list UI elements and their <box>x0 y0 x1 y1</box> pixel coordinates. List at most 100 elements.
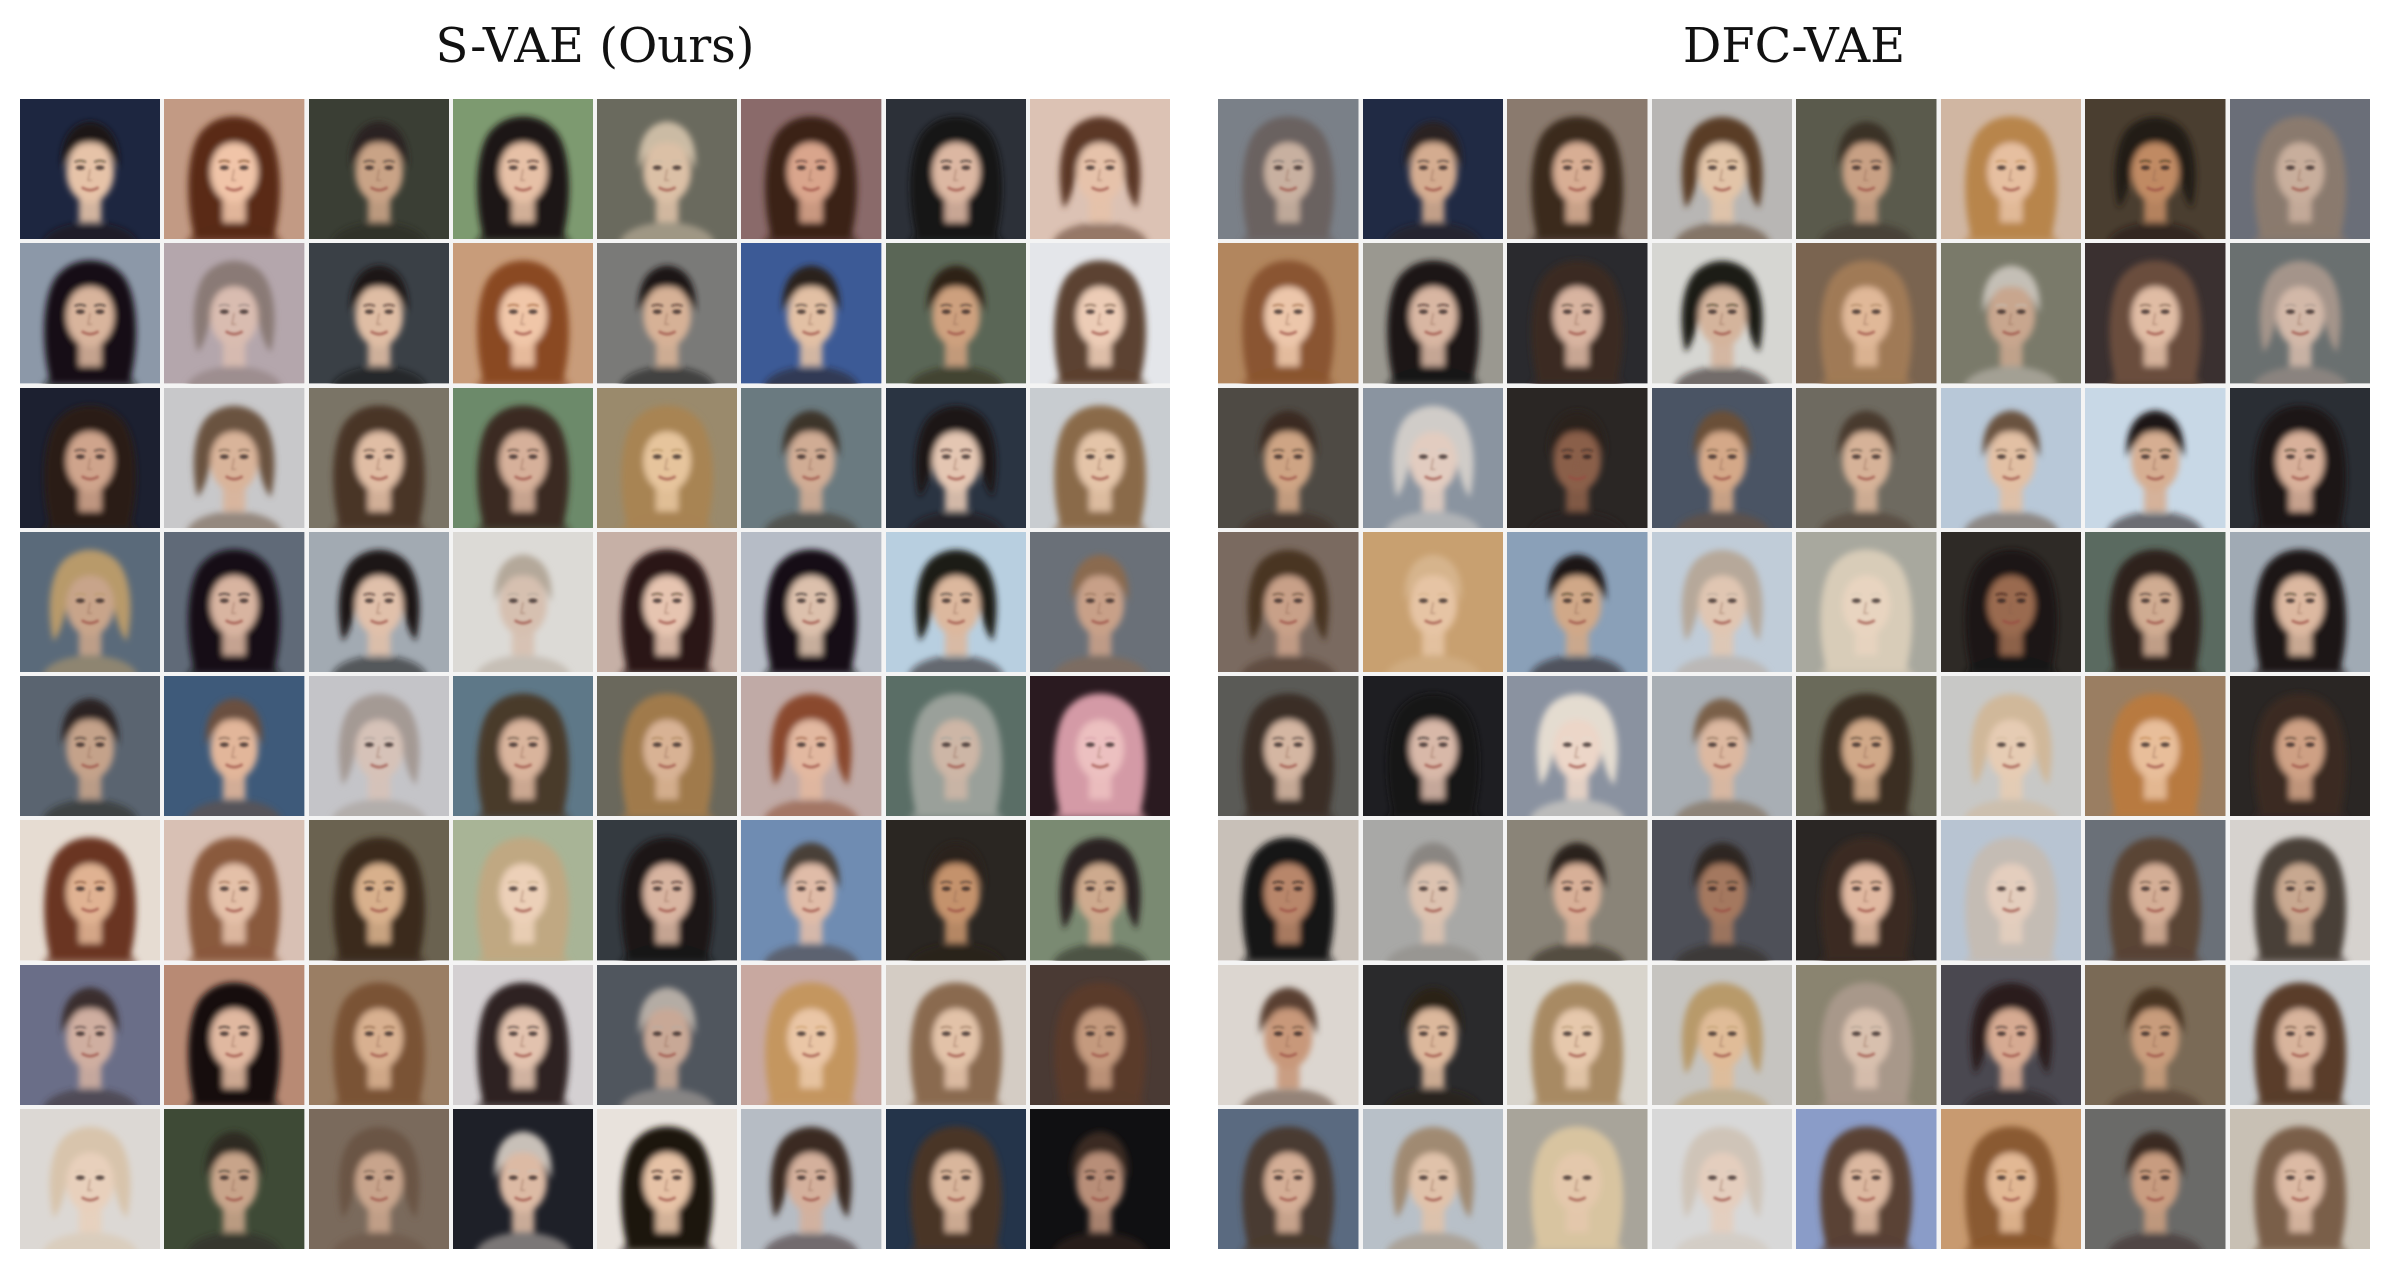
face-image <box>1362 531 1503 672</box>
face-sample <box>2229 531 2370 672</box>
face-image <box>597 1108 738 1249</box>
face-image <box>741 99 882 240</box>
face-image <box>597 820 738 961</box>
face-image <box>164 1108 305 1249</box>
face-sample <box>1218 1108 1359 1249</box>
face-image <box>1029 964 1170 1105</box>
face-image <box>452 964 593 1105</box>
face-sample <box>1362 531 1503 672</box>
face-image <box>308 1108 449 1249</box>
face-sample <box>597 820 738 961</box>
face-image <box>2085 820 2226 961</box>
face-sample <box>741 964 882 1105</box>
face-sample <box>1362 1108 1503 1249</box>
face-sample <box>885 243 1026 384</box>
face-sample <box>164 387 305 528</box>
face-sample <box>1029 1108 1170 1249</box>
face-image <box>452 531 593 672</box>
face-image <box>164 387 305 528</box>
face-image <box>452 99 593 240</box>
face-image <box>1218 387 1359 528</box>
face-sample <box>2085 1108 2226 1249</box>
face-sample <box>2229 820 2370 961</box>
face-image <box>1362 387 1503 528</box>
face-sample <box>597 676 738 817</box>
face-sample <box>1218 243 1359 384</box>
face-image <box>1218 964 1359 1105</box>
face-sample <box>741 387 882 528</box>
face-image <box>452 676 593 817</box>
face-sample <box>452 387 593 528</box>
face-image <box>1507 676 1648 817</box>
face-image <box>885 243 1026 384</box>
face-sample <box>1796 676 1937 817</box>
face-image <box>20 676 161 817</box>
face-image <box>1651 676 1792 817</box>
face-image <box>1651 99 1792 240</box>
face-sample <box>20 243 161 384</box>
face-image <box>885 676 1026 817</box>
face-image <box>1029 243 1170 384</box>
face-sample <box>1940 99 2081 240</box>
face-image <box>1218 531 1359 672</box>
face-sample <box>1796 820 1937 961</box>
face-image <box>308 99 449 240</box>
face-sample <box>1651 243 1792 384</box>
face-sample <box>1218 99 1359 240</box>
face-sample <box>20 387 161 528</box>
face-image <box>1362 964 1503 1105</box>
face-sample <box>164 243 305 384</box>
face-image <box>1940 964 2081 1105</box>
face-sample <box>1507 820 1648 961</box>
face-sample <box>308 820 449 961</box>
face-sample <box>1507 676 1648 817</box>
face-image <box>597 243 738 384</box>
face-sample <box>308 1108 449 1249</box>
face-sample <box>1029 676 1170 817</box>
face-image <box>308 964 449 1105</box>
face-sample <box>452 964 593 1105</box>
face-image <box>741 531 882 672</box>
face-sample <box>20 531 161 672</box>
face-sample <box>1362 99 1503 240</box>
face-sample <box>1029 387 1170 528</box>
face-image <box>308 820 449 961</box>
face-image <box>597 99 738 240</box>
face-sample <box>308 531 449 672</box>
face-image <box>20 531 161 672</box>
face-image <box>164 99 305 240</box>
face-sample <box>2085 964 2226 1105</box>
face-sample <box>1029 531 1170 672</box>
face-image <box>452 387 593 528</box>
face-image <box>741 387 882 528</box>
face-image <box>885 820 1026 961</box>
face-image <box>1796 964 1937 1105</box>
face-sample <box>2229 964 2370 1105</box>
face-sample <box>1362 243 1503 384</box>
face-image <box>2085 243 2226 384</box>
face-image <box>164 964 305 1105</box>
face-image <box>1940 99 2081 240</box>
face-image <box>1362 820 1503 961</box>
face-image <box>1218 243 1359 384</box>
face-image <box>1651 1108 1792 1249</box>
face-image <box>1507 820 1648 961</box>
face-sample <box>2229 99 2370 240</box>
face-sample <box>1651 531 1792 672</box>
face-image <box>2229 676 2370 817</box>
face-sample <box>2085 820 2226 961</box>
face-image <box>741 243 882 384</box>
face-image <box>164 676 305 817</box>
face-sample <box>164 99 305 240</box>
face-image <box>1940 820 2081 961</box>
face-sample <box>308 676 449 817</box>
face-image <box>308 243 449 384</box>
face-sample <box>1940 964 2081 1105</box>
face-sample <box>308 964 449 1105</box>
face-sample <box>20 676 161 817</box>
face-sample <box>452 99 593 240</box>
face-image <box>1218 1108 1359 1249</box>
face-sample <box>2085 387 2226 528</box>
face-image <box>741 820 882 961</box>
face-sample <box>597 99 738 240</box>
